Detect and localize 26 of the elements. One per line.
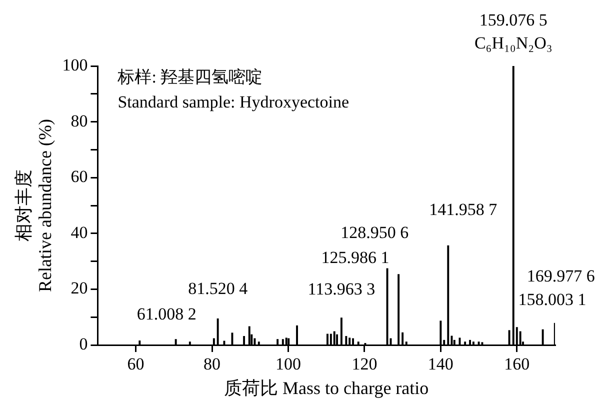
y-tick-label: 0 [79, 334, 88, 354]
annotation: 128.950 6 [340, 222, 409, 242]
annotation: 61.008 2 [136, 304, 196, 324]
y-axis-title: 相对丰度 Relative abundance (%) [14, 119, 56, 292]
annotation: 159.076 5 [479, 10, 548, 30]
x-tick-label: 120 [352, 354, 378, 374]
annotation: Standard sample: Hydroxyectoine [118, 92, 350, 112]
x-tick-label: 100 [275, 354, 301, 374]
y-tick-label: 40 [70, 222, 88, 242]
x-tick-label: 160 [504, 354, 530, 374]
y-tick-label: 60 [70, 167, 88, 186]
annotation: C₆H₁₀N₂O₃ [474, 33, 552, 52]
y-tick-label: 20 [70, 278, 88, 298]
annotation: 169.977 6 [526, 266, 595, 286]
x-axis-title: 质荷比 Mass to charge ratio [224, 378, 429, 398]
annotation: 125.986 1 [321, 248, 390, 268]
y-tick-label: 80 [70, 111, 88, 130]
x-tick-label: 60 [127, 354, 144, 374]
annotation: 158.003 1 [518, 290, 586, 309]
y-tick-label: 100 [62, 55, 88, 74]
annotation: 113.963 3 [308, 279, 376, 298]
x-tick-label: 140 [428, 354, 454, 374]
annotation: 81.520 4 [188, 279, 248, 298]
x-tick-label: 80 [204, 354, 221, 374]
annotation: 标样: 羟基四氢嘧啶 [116, 67, 263, 86]
annotation: 141.958 7 [429, 200, 498, 220]
